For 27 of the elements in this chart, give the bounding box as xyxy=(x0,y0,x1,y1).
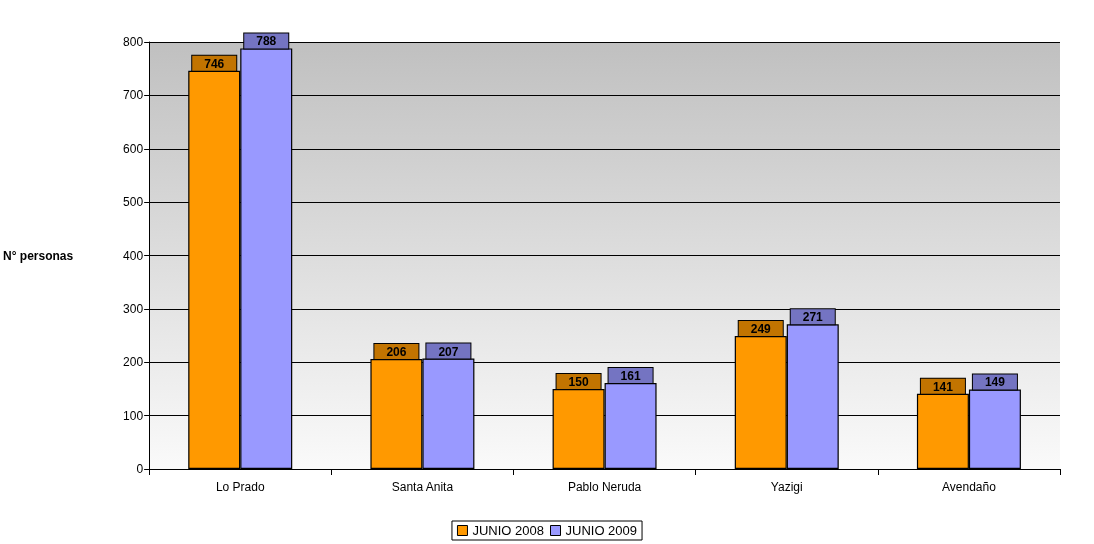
data-label: 206 xyxy=(386,345,407,360)
data-label: 271 xyxy=(802,310,824,325)
data-label: 161 xyxy=(620,369,641,384)
legend-label: JUNIO 2009 xyxy=(565,523,638,538)
data-label: 150 xyxy=(568,374,589,389)
y-tick-label: 0 xyxy=(136,462,144,476)
data-label: 207 xyxy=(438,344,459,359)
y-tick-label: 500 xyxy=(123,195,144,210)
x-tick-label: Lo Prado xyxy=(215,480,265,494)
y-tick-label: 600 xyxy=(123,141,144,156)
x-tick-label: Pablo Neruda xyxy=(567,480,642,494)
y-tick-label: 400 xyxy=(123,248,144,263)
data-label: 746 xyxy=(204,56,225,71)
y-tick-label: 800 xyxy=(123,35,144,49)
data-label: 141 xyxy=(932,379,954,394)
data-label: 249 xyxy=(750,322,772,337)
y-tick-label: 700 xyxy=(123,88,144,103)
y-tick-label: 100 xyxy=(123,408,144,423)
data-label: 788 xyxy=(256,34,277,49)
x-tick-label: Avendaño xyxy=(941,480,997,494)
y-axis-title: N° personas xyxy=(3,248,74,263)
y-tick-label: 200 xyxy=(123,355,144,370)
legend-label: JUNIO 2008 xyxy=(472,523,545,538)
x-tick-label: Santa Anita xyxy=(391,480,454,494)
y-tick-label: 300 xyxy=(123,301,144,316)
x-tick-label: Yazigi xyxy=(770,480,803,494)
data-label: 149 xyxy=(984,375,1006,390)
